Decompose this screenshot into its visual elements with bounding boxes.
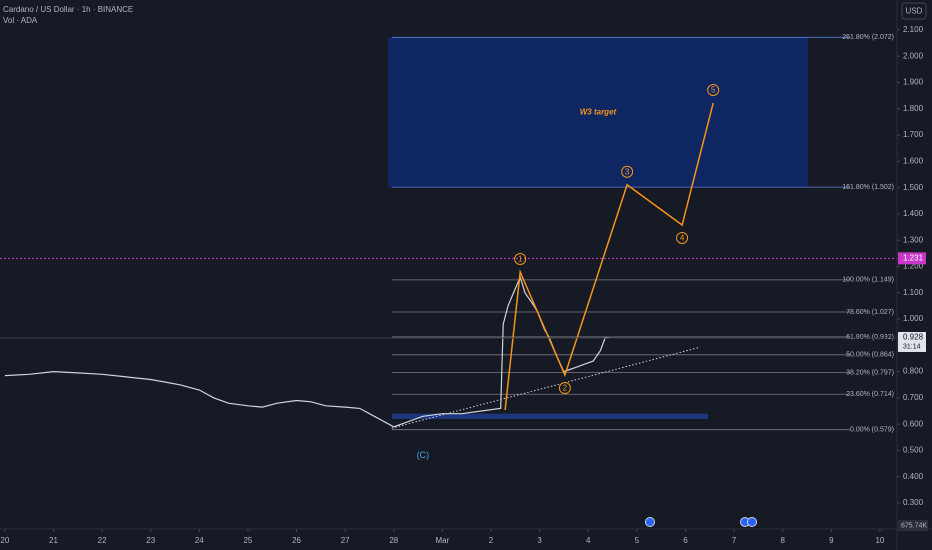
last-price-label: 0.928 (903, 333, 924, 342)
y-tick-label: 1.500 (903, 183, 924, 192)
x-tick-label: 3 (537, 536, 542, 545)
y-tick-label: 1.600 (903, 156, 924, 165)
y-tick-label: 1.300 (903, 235, 924, 244)
target-box (387, 37, 808, 188)
x-tick-label: Mar (436, 536, 450, 545)
alert-label: 1.231 (903, 253, 924, 262)
trendline (391, 346, 701, 429)
wave-label: 1 (518, 255, 523, 264)
y-tick-label: 1.700 (903, 130, 924, 139)
x-tick-label: 26 (292, 536, 301, 545)
fib-label: 23.60% (0.714) (846, 391, 894, 398)
y-tick-label: 1.400 (903, 209, 924, 218)
x-tick-label: 27 (341, 536, 350, 545)
y-tick-label: 0.800 (903, 367, 924, 376)
y-tick-label: 2.000 (903, 51, 924, 60)
x-tick-label: 25 (243, 536, 252, 545)
y-tick-label: 0.600 (903, 419, 924, 428)
wave-marker (621, 165, 634, 178)
fib-label: 0.00% (0.579) (850, 427, 894, 434)
wave-marker (676, 231, 689, 244)
y-tick-label: 1.000 (903, 314, 924, 323)
volume-title: Vol · ADA (3, 16, 38, 25)
x-tick-label: 9 (829, 536, 834, 545)
wave-label: 2 (563, 384, 568, 393)
y-tick-label: 1.100 (903, 288, 924, 297)
y-tick-label: 0.700 (903, 393, 924, 402)
y-tick-label: 1.200 (903, 262, 924, 271)
fib-label: 100.00% (1.149) (842, 277, 894, 284)
x-tick-label: 4 (586, 536, 591, 545)
y-tick-label: 2.100 (903, 25, 924, 34)
wave-marker (558, 382, 571, 395)
fib-label: 78.60% (1.027) (846, 309, 894, 316)
y-tick-label: 1.900 (903, 78, 924, 87)
x-tick-label: 28 (389, 536, 398, 545)
wave-marker (707, 84, 720, 97)
y-tick-label: 1.800 (903, 104, 924, 113)
x-tick-label: 24 (195, 536, 204, 545)
wave-label: 5 (711, 86, 716, 95)
x-tick-label: 10 (875, 536, 884, 545)
fib-label: 161.80% (1.502) (842, 184, 894, 191)
volume-badge (898, 520, 928, 531)
fib-label: 50.00% (0.864) (846, 352, 894, 359)
x-tick-label: 22 (98, 536, 107, 545)
currency-button[interactable] (901, 2, 927, 20)
wave-label: 3 (625, 167, 630, 176)
currency-label[interactable]: USD (906, 7, 923, 16)
fib-label: 61.80% (0.932) (846, 334, 894, 341)
wave-marker (514, 253, 527, 266)
support-zone (391, 413, 708, 419)
last-price-badge (898, 331, 926, 352)
event-icon[interactable] (747, 517, 757, 527)
plot-area: W3 target 261.80% (2.072) 161.80% (1.502) 1… (0, 34, 897, 460)
x-tick-label: 5 (635, 536, 640, 545)
x-tick-label: 6 (683, 536, 688, 545)
x-tick-label: 23 (146, 536, 155, 545)
y-tick-label: 0.400 (903, 472, 924, 481)
target-label: W3 target (580, 107, 617, 116)
event-icon[interactable] (645, 517, 655, 527)
wave-c-label: (C) (417, 450, 430, 460)
x-tick-label: 2 (489, 536, 494, 545)
countdown-label: 31:14 (903, 343, 921, 350)
x-tick-label: 8 (780, 536, 785, 545)
x-tick-label: 7 (732, 536, 737, 545)
symbol-title: Cardano / US Dollar · 1h · BINANCE (3, 5, 133, 14)
volume-label: 675.74K (901, 522, 927, 529)
alert-badge (898, 252, 926, 265)
wave-label: 4 (680, 234, 685, 243)
x-tick-label: 20 (0, 536, 9, 545)
wave-path (504, 102, 714, 411)
x-tick-label: 21 (49, 536, 58, 545)
fib-label: 261.80% (2.072) (842, 34, 894, 41)
y-tick-label: 0.300 (903, 498, 924, 507)
fib-label: 38.20% (0.797) (846, 369, 894, 376)
y-tick-label: 0.500 (903, 446, 924, 455)
